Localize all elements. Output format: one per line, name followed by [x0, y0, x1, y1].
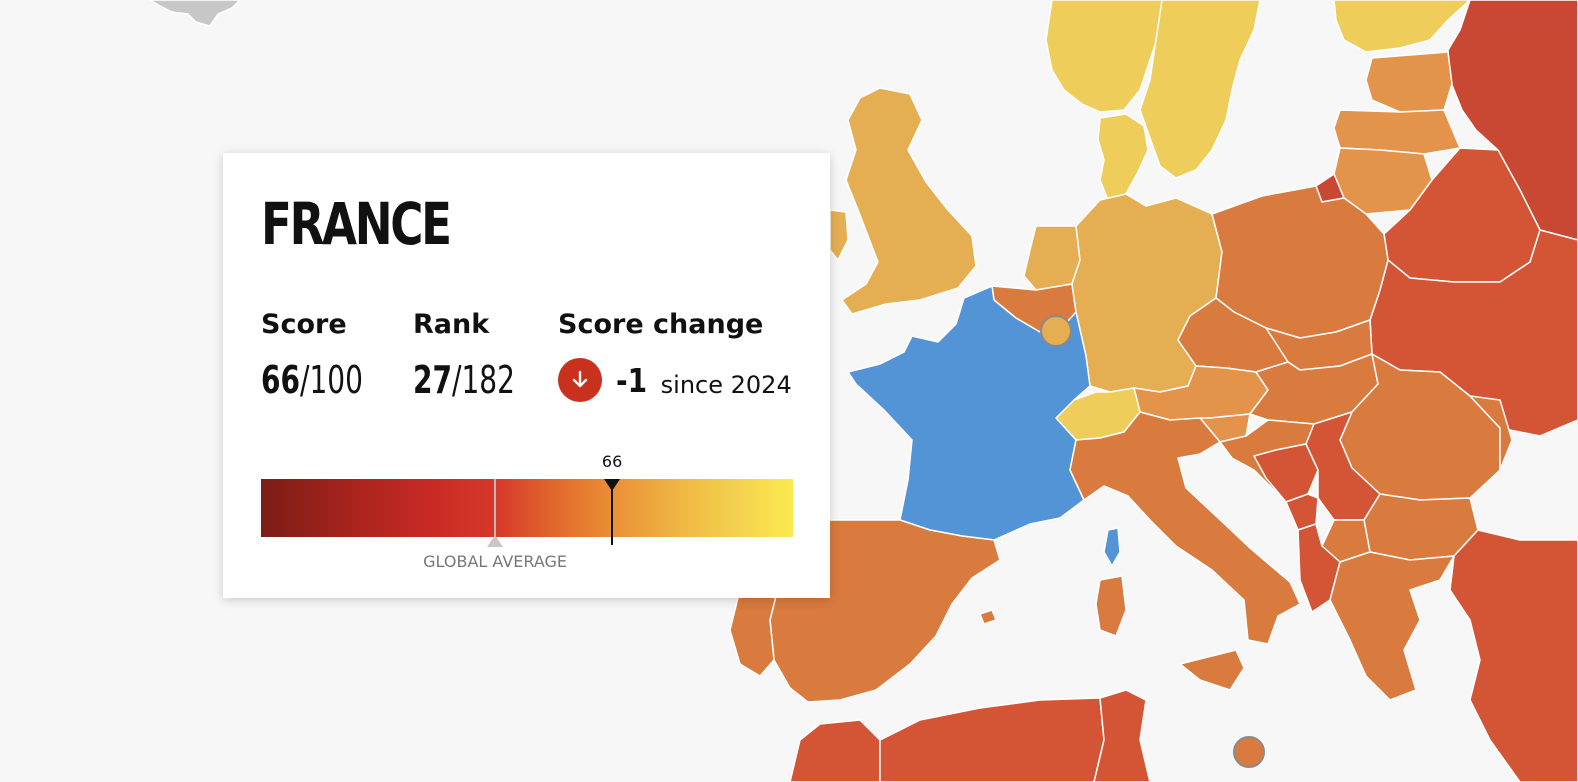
country-sicily[interactable] — [1179, 649, 1245, 691]
rank-number: 27 — [413, 358, 453, 402]
country-estonia[interactable] — [1365, 51, 1453, 113]
score-change-label: Score change — [558, 309, 764, 340]
rank-total: /182 — [452, 358, 515, 402]
country-morocco[interactable] — [789, 719, 881, 782]
score-change-stat: Score change -1 since 2024 — [558, 311, 792, 402]
score-number: 66 — [261, 358, 301, 402]
rank-label: Rank — [413, 309, 490, 340]
score-change-value: -1 — [616, 360, 648, 400]
score-scale: GLOBAL AVERAGE 66 — [261, 452, 793, 571]
country-corsica[interactable] — [1103, 527, 1121, 567]
country-montenegro[interactable] — [1285, 493, 1319, 531]
arrow-down-icon — [558, 358, 602, 402]
marker-malta[interactable] — [1233, 736, 1265, 768]
score-stat: Score 66/100 — [261, 311, 385, 399]
country-united-kingdom[interactable] — [841, 87, 977, 315]
country-sweden[interactable] — [1139, 0, 1261, 179]
country-italy[interactable] — [1069, 411, 1301, 645]
rank-stat: Rank 27/182 — [413, 311, 537, 399]
country-latvia[interactable] — [1333, 109, 1461, 155]
country-score-marker-icon — [604, 479, 621, 491]
country-finland[interactable] — [1333, 0, 1471, 53]
score-max: /100 — [300, 358, 363, 402]
country-bosnia[interactable] — [1253, 443, 1319, 503]
country-ireland[interactable] — [829, 209, 849, 261]
country-info-card: FRANCE Score 66/100 Rank 27/182 Score ch… — [223, 153, 830, 598]
country-sardinia[interactable] — [1095, 575, 1127, 637]
country-iceland[interactable] — [149, 0, 241, 27]
country-russia[interactable] — [1447, 0, 1578, 241]
country-moldova[interactable] — [1469, 395, 1513, 471]
global-average-line — [494, 479, 497, 537]
score-gradient-bar — [261, 479, 793, 537]
country-balearics[interactable] — [979, 609, 997, 625]
marker-luxembourg[interactable] — [1040, 315, 1072, 347]
score-label: Score — [261, 309, 347, 340]
score-change-row: -1 since 2024 — [558, 358, 792, 402]
country-greece[interactable] — [1329, 551, 1455, 701]
global-average-triangle-icon — [487, 535, 504, 547]
rank-value: 27/182 — [413, 361, 515, 399]
score-value: 66/100 — [261, 361, 363, 399]
country-turkey[interactable] — [1449, 529, 1578, 782]
global-average-label: GLOBAL AVERAGE — [423, 552, 568, 571]
country-score-marker-line — [611, 479, 614, 545]
score-change-since: since 2024 — [660, 371, 792, 399]
country-tunisia[interactable] — [1093, 689, 1151, 782]
country-name: FRANCE — [261, 190, 452, 258]
country-score-marker-label: 66 — [601, 452, 623, 471]
